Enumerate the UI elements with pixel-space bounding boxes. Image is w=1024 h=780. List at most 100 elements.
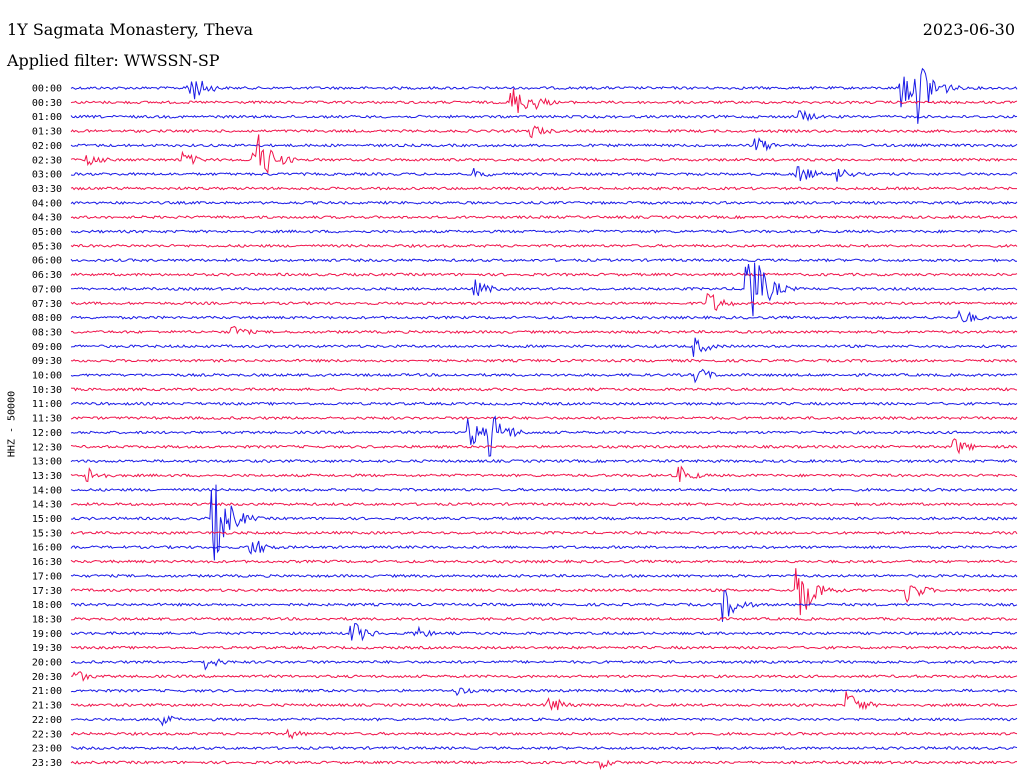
time-tick-label: 00:00 [32, 84, 62, 95]
seismic-traces [70, 67, 1018, 771]
trace-line [70, 501, 1018, 507]
time-tick-label: 11:00 [32, 399, 62, 410]
time-tick-label: 15:30 [32, 528, 62, 539]
time-tick-label: 13:00 [32, 457, 62, 468]
trace-line [71, 658, 1018, 671]
time-tick-label: 01:00 [32, 112, 62, 123]
time-tick-label: 06:00 [32, 256, 62, 267]
time-tick-label: 21:00 [32, 686, 62, 697]
time-tick-labels: 00:00 00:30 01:00 01:30 02:00 02:30 03:00 03:30… [32, 84, 62, 769]
time-tick-label: 03:30 [32, 184, 62, 195]
trace-line [70, 465, 1018, 483]
trace-line [70, 616, 1018, 622]
trace-line [70, 401, 1018, 406]
trace-line [70, 309, 1018, 323]
trace-line [70, 573, 1018, 578]
time-tick-label: 18:30 [32, 614, 62, 625]
trace-line [70, 589, 1018, 622]
time-tick-label: 20:00 [32, 658, 62, 669]
trace-line [70, 325, 1018, 336]
trace-line [70, 88, 1018, 113]
trace-line [70, 714, 1018, 727]
trace-line [70, 487, 1018, 492]
time-tick-label: 02:30 [32, 155, 62, 166]
trace-line [70, 728, 1018, 740]
time-tick-label: 09:30 [32, 356, 62, 367]
trace-line [70, 134, 1018, 175]
trace-line [70, 458, 1018, 464]
time-tick-label: 08:00 [32, 313, 62, 324]
time-tick-label: 11:30 [32, 414, 62, 425]
trace-line [71, 262, 1018, 317]
time-tick-label: 07:30 [32, 299, 62, 310]
time-tick-label: 14:00 [32, 485, 62, 496]
time-tick-label: 04:00 [32, 198, 62, 209]
time-tick-label: 15:00 [32, 514, 62, 525]
time-tick-label: 07:00 [32, 284, 62, 295]
trace-line [70, 109, 1018, 122]
time-tick-label: 01:30 [32, 127, 62, 138]
trace-line [70, 337, 1018, 357]
time-tick-label: 19:30 [32, 643, 62, 654]
trace-line [70, 559, 1018, 564]
trace-line [70, 358, 1018, 363]
time-tick-label: 19:00 [32, 629, 62, 640]
trace-line [70, 166, 1018, 182]
time-tick-label: 13:30 [32, 471, 62, 482]
trace-line [70, 272, 1018, 277]
trace-line [70, 293, 1018, 312]
trace-line [70, 415, 1018, 421]
time-tick-label: 05:00 [32, 227, 62, 238]
time-tick-label: 16:00 [32, 543, 62, 554]
trace-line [70, 214, 1018, 220]
time-tick-label: 12:00 [32, 428, 62, 439]
time-tick-label: 14:30 [32, 500, 62, 511]
filter-label: Applied filter: WWSSN-SP [7, 51, 220, 70]
time-tick-label: 10:30 [32, 385, 62, 396]
trace-line [70, 243, 1018, 248]
trace-line [70, 671, 1018, 682]
trace-line [70, 257, 1018, 263]
time-tick-label: 00:30 [32, 98, 62, 109]
trace-line [70, 568, 1018, 616]
trace-line [70, 745, 1018, 751]
time-tick-label: 06:30 [32, 270, 62, 281]
trace-line [70, 186, 1017, 191]
time-tick-label: 05:30 [32, 241, 62, 252]
trace-line [70, 530, 1018, 535]
trace-line [70, 67, 1018, 124]
trace-line [70, 125, 1018, 139]
time-tick-label: 22:30 [32, 729, 62, 740]
time-tick-label: 04:30 [32, 213, 62, 224]
date-label: 2023-06-30 [922, 20, 1015, 39]
time-tick-label: 02:00 [32, 141, 62, 152]
time-tick-label: 20:30 [32, 672, 62, 683]
time-tick-label: 23:00 [32, 744, 62, 755]
trace-line [70, 622, 1018, 642]
trace-line [70, 229, 1018, 234]
trace-line [70, 484, 1018, 561]
time-tick-label: 09:00 [32, 342, 62, 353]
time-tick-label: 12:30 [32, 442, 62, 453]
time-tick-label: 18:00 [32, 600, 62, 611]
trace-line [70, 368, 1018, 384]
time-tick-label: 22:00 [32, 715, 62, 726]
time-tick-label: 17:00 [32, 571, 62, 582]
time-tick-label: 16:30 [32, 557, 62, 568]
trace-line [70, 387, 1018, 392]
station-title: 1Y Sagmata Monastery, Theva [7, 20, 254, 39]
time-tick-label: 23:30 [32, 758, 62, 769]
trace-line [70, 645, 1018, 650]
time-tick-label: 08:30 [32, 327, 62, 338]
trace-line [70, 540, 1018, 555]
time-tick-label: 03:00 [32, 170, 62, 181]
trace-line [70, 691, 1018, 711]
time-tick-label: 17:30 [32, 586, 62, 597]
trace-line [70, 137, 1018, 152]
trace-line [70, 438, 1018, 455]
time-tick-label: 21:30 [32, 701, 62, 712]
trace-line [70, 759, 1017, 771]
trace-line [70, 200, 1018, 206]
trace-line [70, 687, 1018, 697]
